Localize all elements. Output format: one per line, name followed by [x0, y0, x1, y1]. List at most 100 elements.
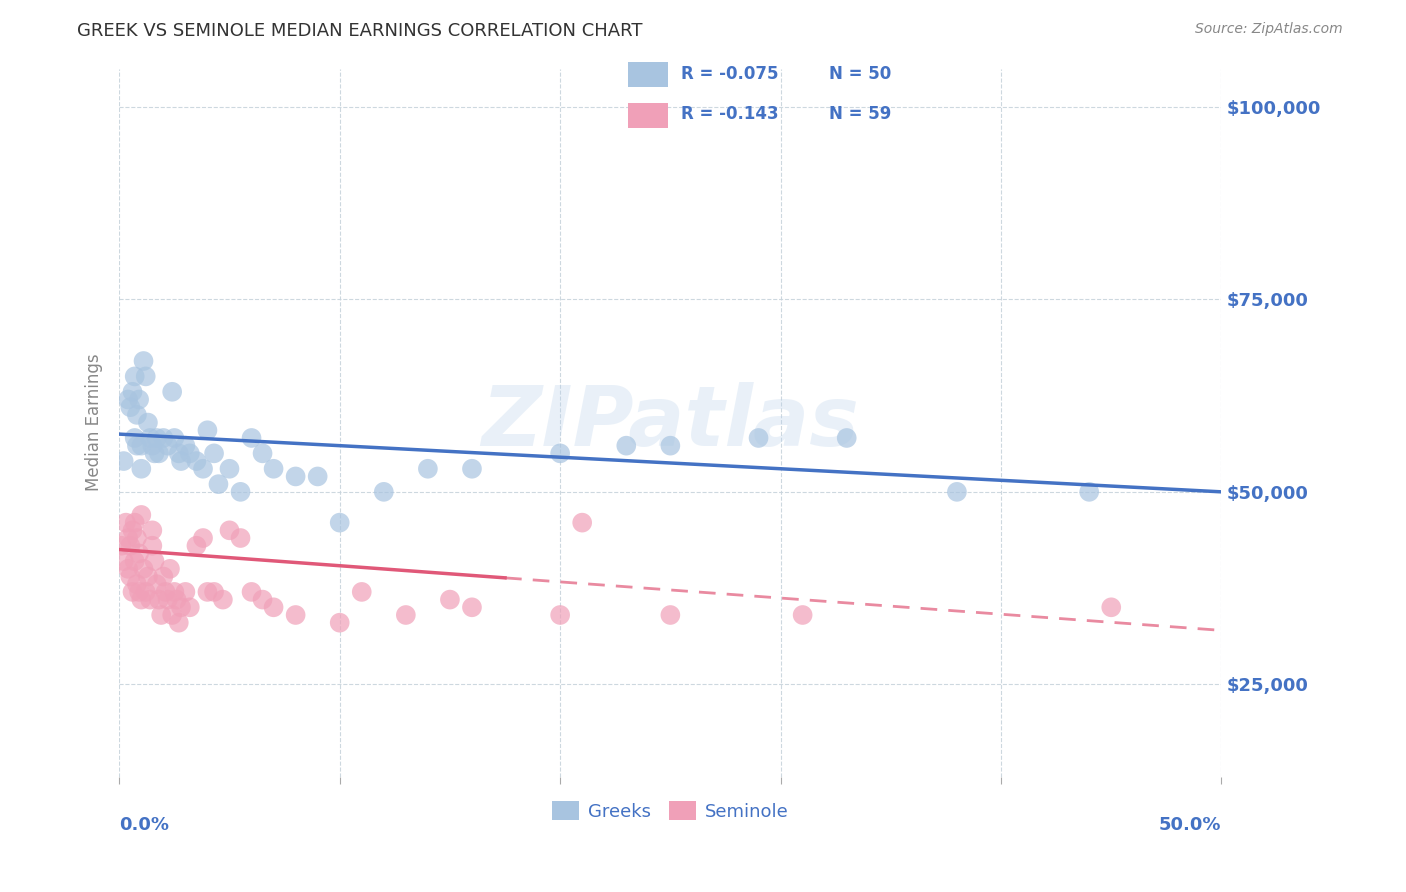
Point	[167, 615, 190, 630]
Point	[117, 392, 139, 407]
Point	[166, 592, 188, 607]
Point	[395, 607, 418, 622]
Point	[135, 369, 157, 384]
Point	[548, 446, 571, 460]
Point	[373, 484, 395, 499]
Y-axis label: Median Earnings: Median Earnings	[86, 354, 103, 491]
Point	[131, 592, 153, 607]
Point	[124, 369, 146, 384]
Point	[307, 469, 329, 483]
Point	[131, 462, 153, 476]
Point	[125, 577, 148, 591]
Point	[139, 431, 162, 445]
Point	[124, 431, 146, 445]
Point	[139, 592, 162, 607]
Point	[229, 484, 252, 499]
Point	[156, 439, 179, 453]
Point	[350, 585, 373, 599]
Point	[128, 585, 150, 599]
Point	[240, 585, 263, 599]
Point	[207, 477, 229, 491]
Point	[128, 392, 150, 407]
Point	[160, 384, 183, 399]
Point	[152, 431, 174, 445]
Point	[218, 524, 240, 538]
Point	[117, 562, 139, 576]
Point	[163, 585, 186, 599]
Point	[202, 585, 225, 599]
Point	[112, 554, 135, 568]
Point	[136, 569, 159, 583]
Point	[218, 462, 240, 476]
Point	[156, 592, 179, 607]
Point	[135, 585, 157, 599]
Point	[329, 516, 352, 530]
Point	[167, 446, 190, 460]
Text: 0.0%: 0.0%	[120, 815, 169, 833]
Point	[614, 439, 637, 453]
Point	[131, 508, 153, 522]
Bar	[628, 62, 668, 87]
Bar	[628, 103, 668, 128]
Point	[143, 446, 166, 460]
Point	[179, 446, 201, 460]
Point	[141, 439, 163, 453]
Point	[136, 416, 159, 430]
Point	[148, 446, 170, 460]
Point	[571, 516, 593, 530]
Point	[835, 431, 858, 445]
Point	[117, 531, 139, 545]
Point	[124, 516, 146, 530]
Point	[115, 516, 138, 530]
Point	[120, 539, 142, 553]
Point	[150, 607, 173, 622]
Point	[120, 569, 142, 583]
Point	[229, 531, 252, 545]
Point	[125, 531, 148, 545]
Text: 50.0%: 50.0%	[1159, 815, 1222, 833]
Point	[121, 384, 143, 399]
Point	[263, 462, 285, 476]
Point	[461, 600, 484, 615]
Point	[121, 524, 143, 538]
Point	[659, 439, 682, 453]
Point	[186, 539, 208, 553]
Point	[143, 554, 166, 568]
Point	[212, 592, 235, 607]
Legend: Greeks, Seminole: Greeks, Seminole	[544, 794, 796, 828]
Point	[240, 431, 263, 445]
Text: ZIPatlas: ZIPatlas	[481, 382, 859, 463]
Point	[170, 454, 193, 468]
Point	[792, 607, 814, 622]
Point	[152, 569, 174, 583]
Point	[112, 454, 135, 468]
Point	[284, 607, 307, 622]
Point	[284, 469, 307, 483]
Point	[548, 607, 571, 622]
Point	[252, 592, 274, 607]
Point	[252, 446, 274, 460]
Point	[128, 546, 150, 560]
Point	[132, 562, 155, 576]
Point	[170, 600, 193, 615]
Point	[125, 439, 148, 453]
Point	[159, 562, 181, 576]
Text: R = -0.143: R = -0.143	[681, 105, 778, 123]
Point	[148, 592, 170, 607]
Text: GREEK VS SEMINOLE MEDIAN EARNINGS CORRELATION CHART: GREEK VS SEMINOLE MEDIAN EARNINGS CORREL…	[77, 22, 643, 40]
Point	[132, 354, 155, 368]
Point	[263, 600, 285, 615]
Point	[125, 408, 148, 422]
Point	[202, 446, 225, 460]
Point	[155, 585, 177, 599]
Point	[439, 592, 461, 607]
Point	[748, 431, 770, 445]
Point	[1099, 600, 1122, 615]
Point	[110, 539, 132, 553]
Point	[197, 585, 219, 599]
Point	[1078, 484, 1101, 499]
Text: N = 50: N = 50	[830, 65, 891, 83]
Point	[179, 600, 201, 615]
Point	[145, 577, 167, 591]
Text: N = 59: N = 59	[830, 105, 891, 123]
